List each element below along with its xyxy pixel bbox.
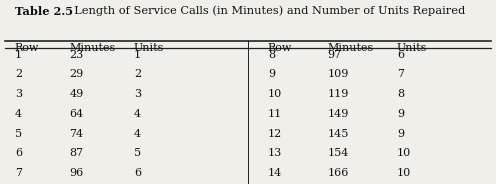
Text: 10: 10 [397,148,411,158]
Text: 3: 3 [15,89,22,99]
Text: Units: Units [134,43,164,53]
Text: 10: 10 [397,168,411,178]
Text: 11: 11 [268,109,282,119]
Text: 2: 2 [15,70,22,79]
Text: 166: 166 [327,168,349,178]
Text: 6: 6 [397,50,404,60]
Text: 9: 9 [397,109,404,119]
Text: 4: 4 [134,129,141,139]
Text: 1: 1 [15,50,22,60]
Text: 13: 13 [268,148,282,158]
Text: 4: 4 [134,109,141,119]
Text: 9: 9 [397,129,404,139]
Text: 2: 2 [134,70,141,79]
Text: Units: Units [397,43,427,53]
Text: 64: 64 [69,109,84,119]
Text: 87: 87 [69,148,83,158]
Text: Minutes: Minutes [327,43,373,53]
Text: 1: 1 [134,50,141,60]
Text: 12: 12 [268,129,282,139]
Text: 5: 5 [134,148,141,158]
Text: 6: 6 [15,148,22,158]
Text: 5: 5 [15,129,22,139]
Text: 9: 9 [268,70,275,79]
Text: Length of Service Calls (in Minutes) and Number of Units Repaired: Length of Service Calls (in Minutes) and… [67,6,465,16]
Text: Row: Row [268,43,292,53]
Text: 3: 3 [134,89,141,99]
Text: 10: 10 [268,89,282,99]
Text: 96: 96 [69,168,84,178]
Text: 97: 97 [327,50,341,60]
Text: 49: 49 [69,89,84,99]
Text: 109: 109 [327,70,349,79]
Text: 6: 6 [134,168,141,178]
Text: 23: 23 [69,50,84,60]
Text: 154: 154 [327,148,349,158]
Text: Row: Row [15,43,39,53]
Text: 7: 7 [397,70,404,79]
Text: 119: 119 [327,89,349,99]
Text: 4: 4 [15,109,22,119]
Text: 149: 149 [327,109,349,119]
Text: 8: 8 [397,89,404,99]
Text: Table 2.5: Table 2.5 [15,6,73,17]
Text: 29: 29 [69,70,84,79]
Text: 14: 14 [268,168,282,178]
Text: 7: 7 [15,168,22,178]
Text: Minutes: Minutes [69,43,116,53]
Text: 74: 74 [69,129,83,139]
Text: 145: 145 [327,129,349,139]
Text: 8: 8 [268,50,275,60]
